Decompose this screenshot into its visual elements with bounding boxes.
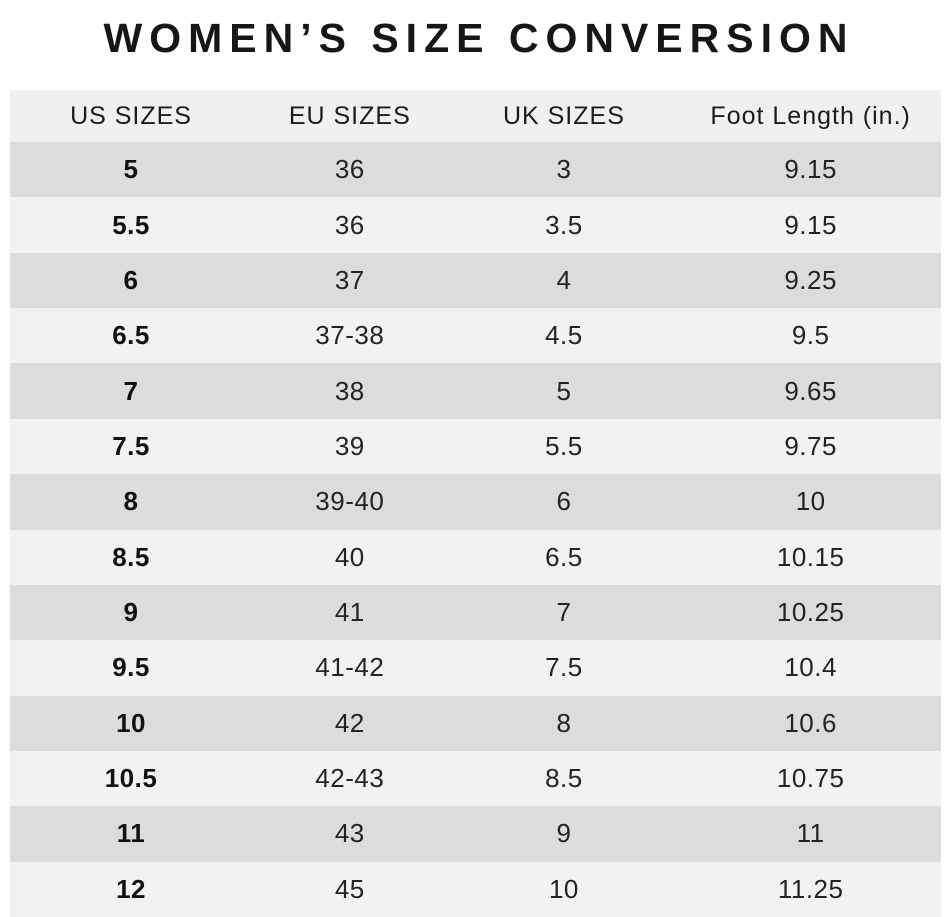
- uk-size-cell: 7.5: [545, 652, 583, 683]
- eu-size-cell: 42: [334, 707, 365, 738]
- uk-size-cell: 7: [556, 597, 572, 628]
- table-row: 8.5 40 6.5 10.15: [10, 529, 941, 585]
- table-header: US SIZES EU SIZES UK SIZES Foot Length (…: [10, 90, 941, 142]
- uk-size-cell: 3: [556, 154, 572, 185]
- eu-size-cell: 39-40: [315, 486, 385, 517]
- table-row: 12 45 10 11.25: [10, 861, 941, 917]
- us-size-cell: 5.5: [112, 209, 150, 240]
- uk-size-cell: 6: [556, 486, 572, 517]
- uk-size-cell: 4: [556, 264, 572, 295]
- foot-length-cell: 9.65: [784, 375, 837, 406]
- foot-length-cell: 9.15: [784, 209, 837, 240]
- column-header-uk-sizes: UK SIZES: [502, 101, 625, 130]
- eu-size-cell: 41-42: [315, 652, 385, 683]
- foot-length-cell: 9.15: [784, 154, 837, 185]
- uk-size-cell: 8.5: [545, 763, 583, 794]
- uk-size-cell: 6.5: [545, 541, 583, 572]
- foot-length-cell: 10: [795, 486, 826, 517]
- us-size-cell: 7.5: [112, 430, 150, 461]
- foot-length-cell: 10.25: [776, 597, 845, 628]
- eu-size-cell: 36: [334, 209, 365, 240]
- us-size-cell: 11: [116, 818, 146, 849]
- header-row: US SIZES EU SIZES UK SIZES Foot Length (…: [10, 90, 941, 142]
- foot-length-cell: 9.5: [791, 320, 830, 351]
- table-row: 6 37 4 9.25: [10, 252, 941, 309]
- us-size-cell: 8: [123, 486, 139, 517]
- eu-size-cell: 37: [334, 264, 365, 295]
- us-size-cell: 5: [123, 154, 139, 185]
- table-body: 5 36 3 9.15 5.5 36 3.5 9.15 6 37 4 9.25 6.5 37-38 4.5 9…: [10, 142, 941, 917]
- table-row: 11 43 9 11: [10, 806, 941, 862]
- us-size-cell: 8.5: [112, 541, 150, 572]
- uk-size-cell: 5.5: [545, 430, 583, 461]
- table-row: 10.5 42-43 8.5 10.75: [10, 750, 941, 807]
- us-size-cell: 7: [123, 375, 139, 406]
- eu-size-cell: 42-43: [315, 763, 385, 794]
- eu-size-cell: 37-38: [315, 320, 385, 351]
- size-conversion-table: US SIZES EU SIZES UK SIZES Foot Length (…: [10, 90, 941, 917]
- eu-size-cell: 38: [334, 375, 365, 406]
- table-row: 10 42 8 10.6: [10, 695, 941, 751]
- page-title: WOMEN’S SIZE CONVERSION: [103, 15, 855, 61]
- uk-size-cell: 3.5: [545, 209, 583, 240]
- foot-length-cell: 10.15: [776, 541, 845, 572]
- us-size-cell: 9.5: [112, 652, 150, 683]
- table-row: 5 36 3 9.15: [10, 142, 941, 198]
- table-row: 9 41 7 10.25: [10, 584, 941, 641]
- eu-size-cell: 36: [334, 154, 365, 185]
- table-row: 9.5 41-42 7.5 10.4: [10, 640, 941, 696]
- us-size-cell: 6.5: [112, 320, 150, 351]
- table-row: 6.5 37-38 4.5 9.5: [10, 308, 941, 364]
- foot-length-cell: 11.25: [777, 873, 844, 904]
- us-size-cell: 10.5: [104, 763, 158, 794]
- foot-length-cell: 9.75: [784, 430, 837, 461]
- uk-size-cell: 9: [556, 818, 572, 849]
- foot-length-cell: 10.4: [784, 652, 837, 683]
- us-size-cell: 6: [123, 264, 139, 295]
- table-row: 5.5 36 3.5 9.15: [10, 197, 941, 253]
- eu-size-cell: 43: [334, 818, 365, 849]
- foot-length-cell: 10.75: [776, 763, 845, 794]
- us-size-cell: 10: [116, 707, 146, 738]
- foot-length-cell: 10.6: [784, 707, 837, 738]
- table-row: 7 38 5 9.65: [10, 363, 941, 419]
- us-size-cell: 12: [116, 873, 146, 904]
- foot-length-cell: 9.25: [784, 264, 837, 295]
- foot-length-cell: 11: [796, 818, 825, 849]
- column-header-eu-sizes: EU SIZES: [288, 101, 411, 130]
- us-size-cell: 9: [123, 597, 139, 628]
- column-header-foot-length: Foot Length (in.): [710, 101, 911, 130]
- uk-size-cell: 10: [548, 873, 579, 904]
- eu-size-cell: 45: [334, 873, 365, 904]
- eu-size-cell: 40: [334, 541, 365, 572]
- column-header-us-sizes: US SIZES: [70, 101, 192, 130]
- eu-size-cell: 41: [334, 597, 365, 628]
- uk-size-cell: 5: [556, 375, 572, 406]
- table-row: 8 39-40 6 10: [10, 474, 941, 530]
- table-row: 7.5 39 5.5 9.75: [10, 418, 941, 475]
- uk-size-cell: 8: [556, 707, 572, 738]
- eu-size-cell: 39: [334, 430, 365, 461]
- uk-size-cell: 4.5: [545, 320, 583, 351]
